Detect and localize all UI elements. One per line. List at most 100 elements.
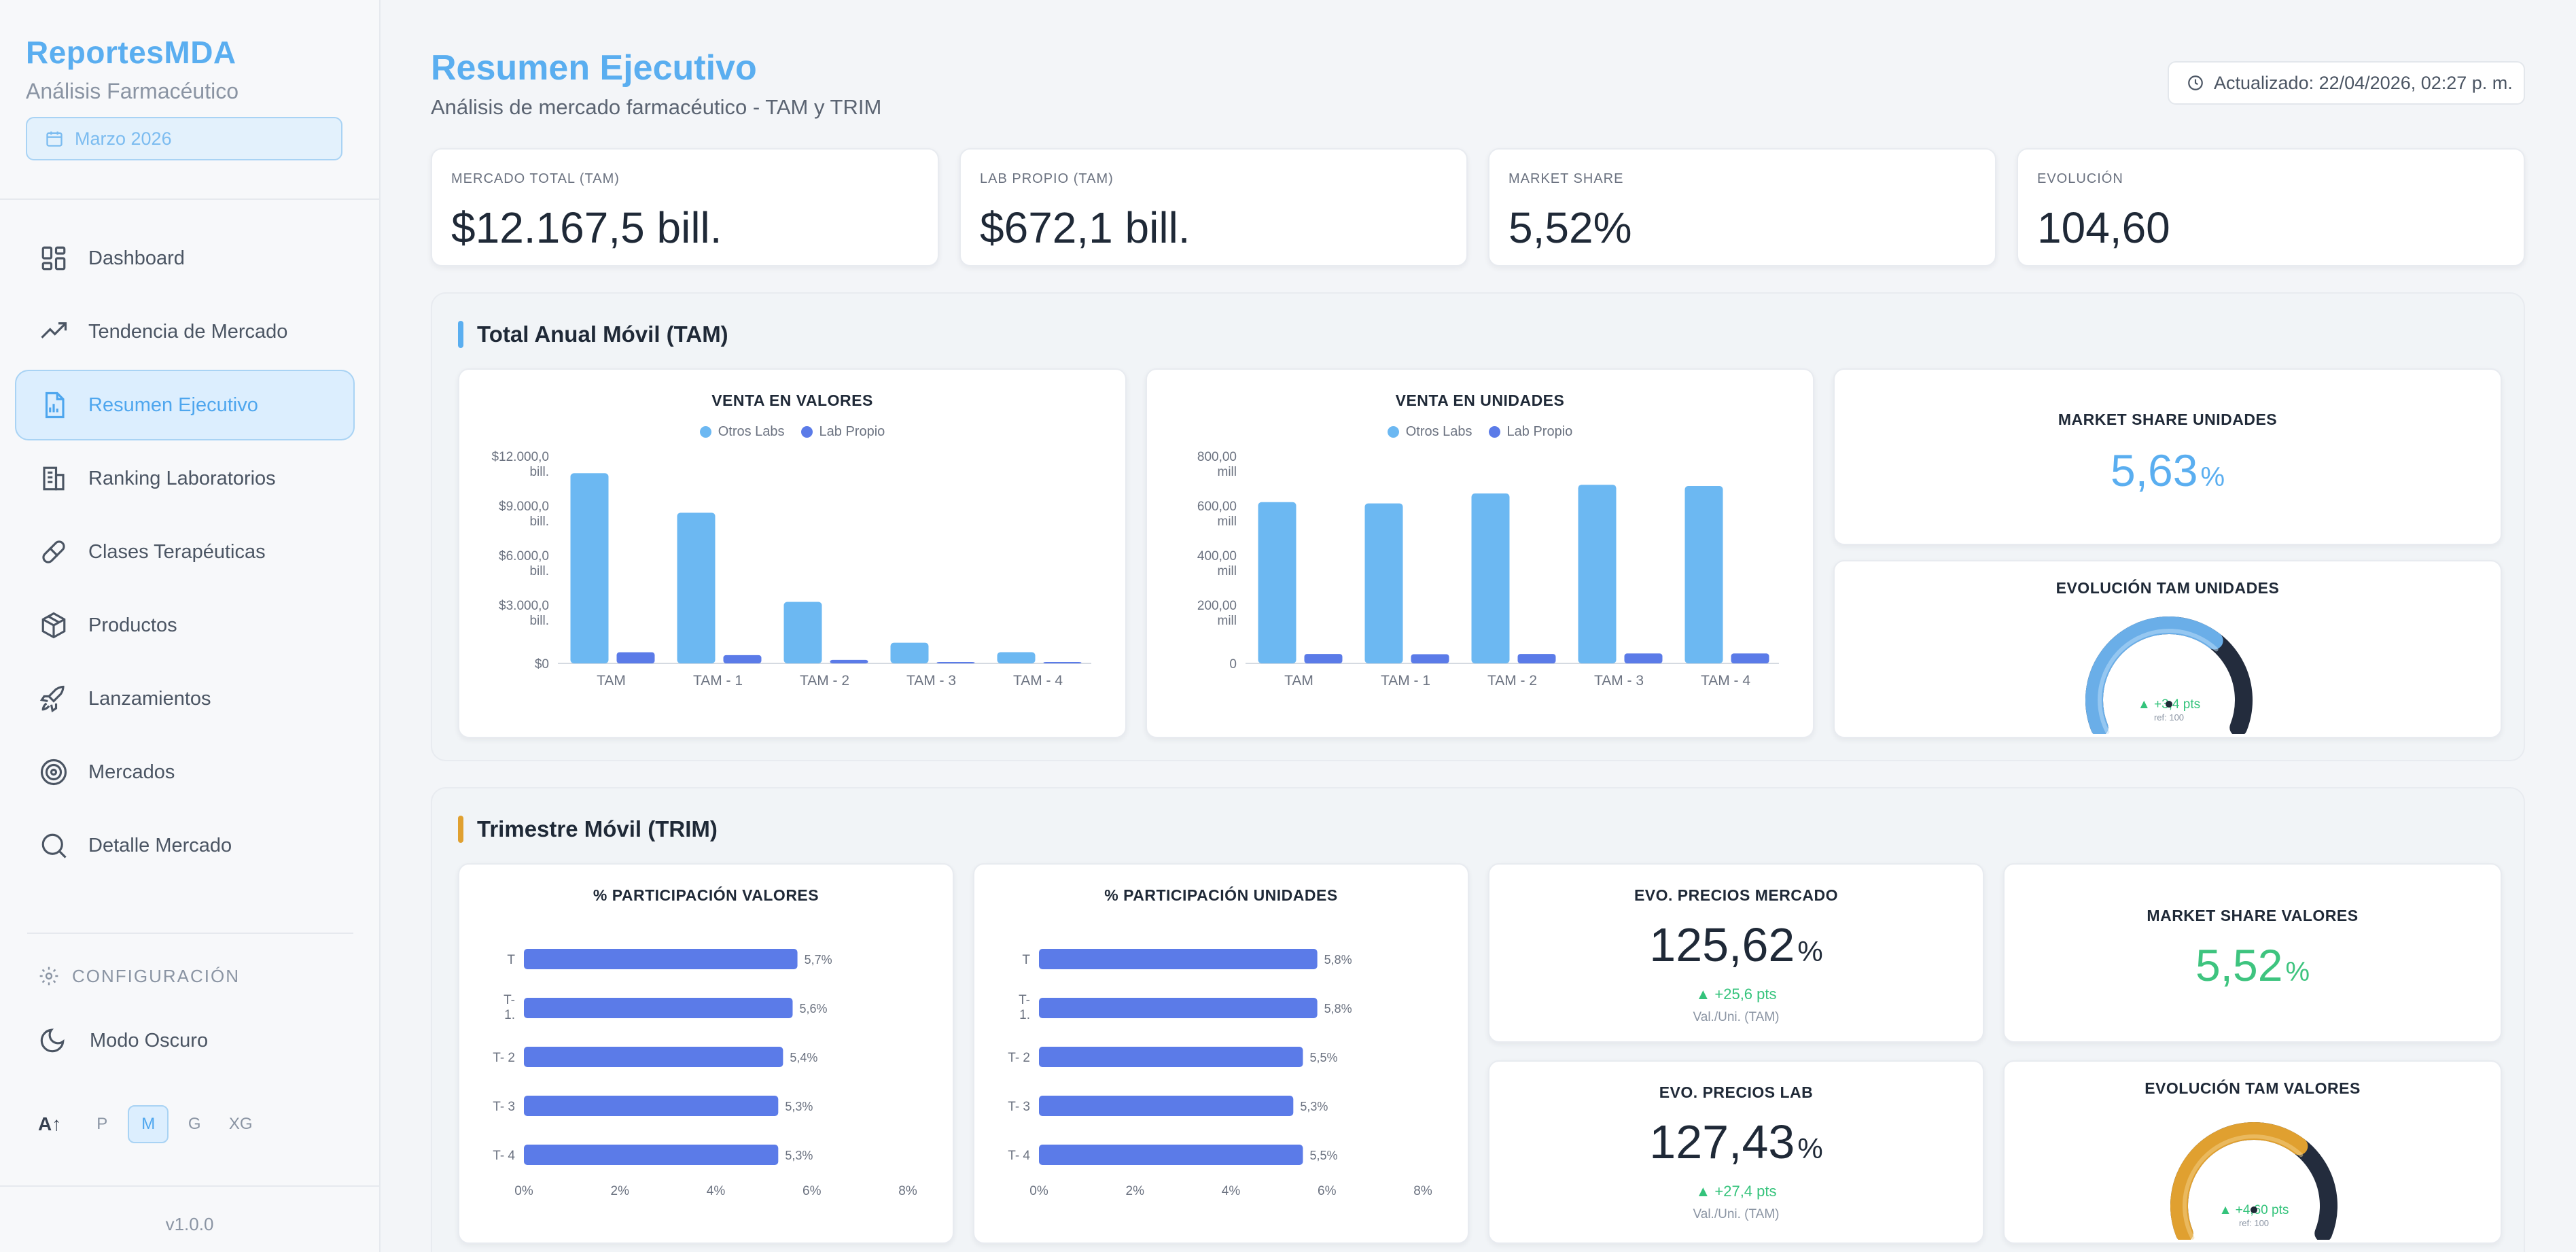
tam-title-label: Total Anual Móvil (TAM)	[477, 321, 728, 347]
bar-lab-propio	[1043, 662, 1082, 663]
bar-data-label: 5,5%	[1309, 1149, 1337, 1162]
period-selector[interactable]: Marzo 2026	[26, 117, 342, 160]
metric-unit: %	[2200, 462, 2225, 492]
y-tick-label: $0	[535, 657, 549, 672]
gauge-card-evo-unidades: EVOLUCIÓN TAM UNIDADES 0155▲ +3,4 ptsref…	[1833, 560, 2502, 738]
metric-value: 125,62	[1649, 918, 1795, 971]
metric-value: 5,63	[2110, 445, 2198, 495]
kpi-value: $12.167,5 bill.	[451, 203, 722, 252]
bar-lab-propio	[1624, 653, 1663, 663]
bar-otros-labs	[783, 602, 822, 663]
sidebar-item-clases[interactable]: Clases Terapéuticas	[15, 517, 355, 587]
bar-lab-propio	[723, 655, 762, 663]
x-tick-label: TAM - 3	[1594, 673, 1644, 689]
metric-title: EVO. PRECIOS LAB	[1659, 1083, 1814, 1101]
trim-section-title: Trimestre Móvil (TRIM)	[458, 816, 718, 843]
sidebar-item-detalle[interactable]: Detalle Mercado	[15, 810, 355, 881]
kpi-label: EVOLUCIÓN	[2037, 171, 2123, 186]
sidebar-item-label: Dashboard	[88, 247, 185, 269]
gear-icon	[39, 967, 58, 986]
x-tick-label: TAM - 1	[1381, 673, 1430, 689]
sidebar-item-mercados[interactable]: Mercados	[15, 737, 355, 807]
brand-title: ReportesMDA	[26, 35, 236, 70]
report-icon	[45, 392, 65, 419]
sidebar-item-resumen[interactable]: Resumen Ejecutivo	[15, 370, 355, 440]
font-size-icon: A↑	[38, 1113, 62, 1134]
bar-data-label: 5,3%	[1300, 1100, 1328, 1113]
bar-participacion	[1039, 1096, 1294, 1116]
gauge-highlight	[2098, 629, 2219, 734]
sidebar-item-label: Ranking Laboratorios	[88, 467, 276, 489]
font-size-p[interactable]: P	[96, 1115, 108, 1133]
sidebar-item-label: Productos	[88, 614, 177, 636]
moon-icon	[40, 1028, 65, 1053]
dark-mode-toggle[interactable]: Modo Oscuro	[38, 1026, 208, 1055]
trim-title-label: Trimestre Móvil (TRIM)	[477, 816, 718, 841]
chart-title: VENTA EN UNIDADES	[1395, 392, 1565, 409]
bar-participacion	[524, 1047, 783, 1067]
bar-lab-propio	[1517, 654, 1556, 663]
font-size-m[interactable]: M	[128, 1105, 169, 1143]
font-size-g[interactable]: G	[188, 1115, 201, 1133]
chart-card-part-unidades: % PARTICIPACIÓN UNIDADES T 5,8% T- 1. 5,8% T-…	[973, 863, 1469, 1244]
metric-foot: Val./Uni. (TAM)	[1693, 1010, 1780, 1024]
y-tick-label: 400,00	[1197, 549, 1237, 563]
sidebar-item-productos[interactable]: Productos	[15, 590, 355, 661]
bar-chart-venta-valores: $0$3.000,0bill.$6.000,0bill.$9.000,0bill…	[491, 450, 1091, 689]
dark-mode-label: Modo Oscuro	[90, 1029, 209, 1051]
sidebar-item-lanzamientos[interactable]: Lanzamientos	[15, 663, 355, 734]
x-tick-label: 4%	[1222, 1184, 1241, 1198]
sidebar-item-dashboard[interactable]: Dashboard	[15, 223, 355, 294]
bar-data-label: 5,6%	[800, 1002, 828, 1015]
tam-section-title: Total Anual Móvil (TAM)	[458, 321, 728, 348]
y-tick-label: T- 3	[1008, 1100, 1030, 1114]
legend-swatch	[1488, 426, 1500, 438]
legend-item-propio[interactable]: Lab Propio	[800, 424, 885, 440]
brand-subtitle: Análisis Farmacéutico	[26, 79, 239, 103]
search-icon	[41, 833, 67, 858]
legend-item-propio[interactable]: Lab Propio	[1488, 424, 1573, 440]
sidebar-item-ranking[interactable]: Ranking Laboratorios	[15, 443, 355, 514]
chart-legend: Otros Labs Lab Propio	[459, 424, 1125, 440]
legend-label: Lab Propio	[1506, 424, 1573, 439]
font-size-selector: A↑ P M G XG	[38, 1105, 266, 1143]
sidebar-item-label: Tendencia de Mercado	[88, 320, 288, 343]
config-title: CONFIGURACIÓN	[38, 965, 240, 987]
kpi-label: MERCADO TOTAL (TAM)	[451, 171, 620, 186]
metric-delta-label: +27,4 pts	[1714, 1183, 1777, 1200]
gauge-title: EVOLUCIÓN TAM UNIDADES	[2055, 579, 2280, 597]
gauge-title: EVOLUCIÓN TAM VALORES	[2145, 1079, 2361, 1097]
gauge-needle-dot	[2166, 701, 2172, 708]
kpi-value: $672,1 bill.	[980, 203, 1190, 252]
x-tick-label: TAM - 4	[1013, 673, 1063, 689]
x-tick-label: TAM - 2	[800, 673, 849, 689]
bar-participacion	[1039, 949, 1318, 969]
metric-unit: %	[1797, 1132, 1823, 1164]
rocket-icon	[39, 685, 65, 713]
trim-section: Trimestre Móvil (TRIM) % PARTICIPACIÓN V…	[431, 787, 2525, 1252]
y-tick-label: mill	[1218, 515, 1237, 529]
y-tick-label: $9.000,0	[499, 500, 549, 514]
bar-lab-propio	[616, 652, 655, 663]
bar-otros-labs	[677, 512, 716, 663]
legend-item-otros[interactable]: Otros Labs	[1387, 424, 1472, 440]
page-title: Resumen Ejecutivo	[431, 48, 757, 88]
y-tick-label: T- 2	[1008, 1051, 1030, 1065]
metric-value-wrap: 5,63%	[1835, 445, 2501, 496]
font-size-xg[interactable]: XG	[228, 1115, 253, 1133]
bar-otros-labs	[570, 473, 609, 663]
trending-up-icon	[41, 322, 67, 338]
sidebar-item-tendencia[interactable]: Tendencia de Mercado	[15, 296, 355, 367]
bar-participacion	[524, 1096, 779, 1116]
metric-unit: %	[2285, 957, 2310, 987]
x-tick-label: TAM	[597, 673, 626, 689]
legend-item-otros[interactable]: Otros Labs	[699, 424, 785, 440]
section-accent	[458, 816, 463, 843]
period-label: Marzo 2026	[75, 128, 172, 149]
sidebar: ReportesMDA Análisis Farmacéutico Marzo …	[0, 0, 381, 1252]
bar-lab-propio	[1731, 653, 1769, 663]
legend-label: Lab Propio	[819, 424, 885, 439]
sidebar-item-label: Clases Terapéuticas	[88, 540, 266, 563]
kpi-card-lab-propio: LAB PROPIO (TAM) $672,1 bill.	[959, 148, 1468, 266]
y-tick-label: T- 2	[493, 1051, 515, 1065]
